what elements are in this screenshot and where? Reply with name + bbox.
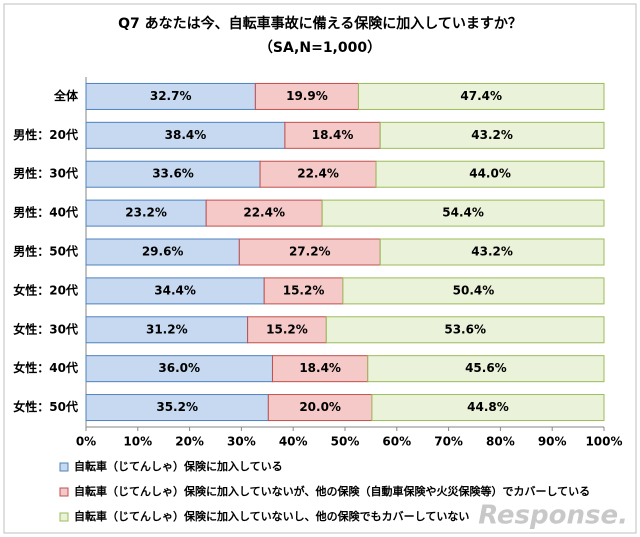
bar-segment [379,121,605,149]
value-label: 23.2% [125,206,167,220]
x-tick-label: 100% [585,435,622,449]
x-tick-label: 90% [538,435,567,449]
legend-label: 自転車（じてんしゃ）保険に加入していないし、他の保険でもカバーしていない [74,509,469,523]
bar-segment [263,277,344,305]
value-label: 34.4% [154,283,196,297]
bar-segment [357,82,605,110]
bar-segment [367,355,605,383]
x-tick-label: 60% [382,435,411,449]
x-tick-label: 50% [331,435,360,449]
bar-segment [238,238,381,266]
y-tick-label: 男性：40代 [13,205,78,220]
value-label: 54.4% [442,206,484,220]
watermark: Response. [478,501,628,531]
y-tick-label: 女性：40代 [13,360,78,375]
bar-segment [325,316,605,344]
bar-segment [259,160,377,188]
value-label: 27.2% [289,245,331,259]
y-tick-label: 女性：30代 [13,321,78,336]
bar-segment [85,199,207,227]
bar-segment [85,82,256,110]
value-label: 31.2% [146,322,188,336]
value-label: 32.7% [150,89,192,103]
legend-label: 自転車（じてんしゃ）保険に加入している [74,459,283,473]
bar-segment [85,277,265,305]
value-label: 43.2% [471,128,513,142]
value-label: 43.2% [471,245,513,259]
x-tick-label: 70% [434,435,463,449]
value-label: 50.4% [453,283,495,297]
value-label: 36.0% [158,361,200,375]
y-tick-label: 女性：20代 [13,282,78,297]
y-tick-label: 男性：30代 [13,166,78,181]
legend-label: 自転車（じてんしゃ）保険に加入していないが、他の保険（自動車保険や火災保険等）で… [74,484,590,498]
y-tick-label: 男性：50代 [13,244,78,259]
value-label: 15.2% [283,283,325,297]
value-label: 53.6% [444,322,486,336]
value-label: 38.4% [165,128,207,142]
value-label: 22.4% [297,167,339,181]
legend-swatch [59,512,69,522]
x-tick-label: 0% [76,435,96,449]
value-label: 47.4% [460,89,502,103]
x-tick-label: 80% [486,435,515,449]
value-label: 18.4% [299,361,341,375]
x-tick-label: 40% [279,435,308,449]
bar-segment [271,355,369,383]
value-label: 44.0% [469,167,511,181]
bar-segment [85,316,249,344]
bar-segment [371,394,605,422]
bar-segment [284,121,381,149]
value-label: 35.2% [156,400,198,414]
bar-segment [375,160,605,188]
value-label: 29.6% [142,245,184,259]
bar-segment [321,199,605,227]
legend-swatch [59,462,69,472]
x-tick-label: 20% [175,435,204,449]
value-label: 18.4% [312,128,354,142]
bar-segment [85,121,286,149]
bar-segment [379,238,605,266]
value-label: 15.2% [266,322,308,336]
value-label: 20.0% [299,400,341,414]
y-tick-label: 全体 [53,88,79,103]
value-label: 33.6% [152,167,194,181]
y-tick-label: 男性：20代 [13,127,78,142]
value-label: 45.6% [465,361,507,375]
value-label: 44.8% [467,400,509,414]
value-label: 19.9% [286,89,328,103]
bar-segment [85,238,240,266]
y-tick-label: 女性：50代 [13,399,78,414]
chart-subtitle: （SA,N=1,000） [259,40,381,56]
bar-segment [85,394,269,422]
x-tick-label: 30% [227,435,256,449]
bar-segment [342,277,605,305]
value-label: 22.4% [243,206,285,220]
chart-title: Q7 あなたは今、自転車事故に備える保険に加入していますか？ [118,15,522,32]
bar-segment [254,82,359,110]
legend-swatch [59,487,69,497]
x-tick-label: 10% [123,435,152,449]
